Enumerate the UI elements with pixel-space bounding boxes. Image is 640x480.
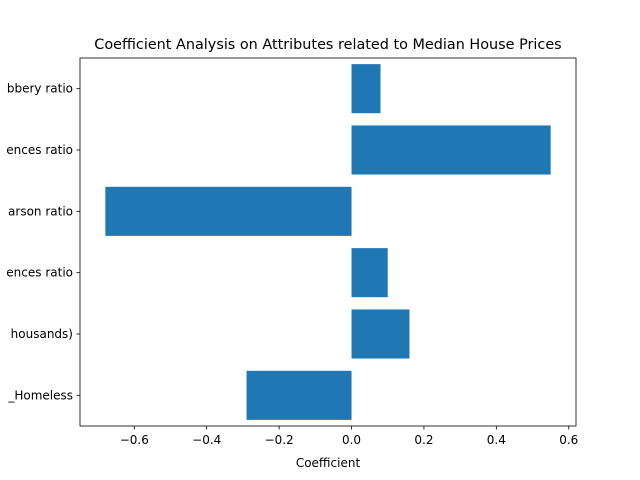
- bar-5: [351, 64, 381, 114]
- y-tick-label: bbery ratio: [7, 82, 73, 96]
- y-tick-label: ences ratio: [6, 143, 73, 157]
- x-tick-label: 0.6: [559, 433, 578, 447]
- bars-group: [105, 64, 551, 420]
- bar-0: [246, 370, 352, 420]
- y-tick-label: _Homeless: [7, 388, 73, 402]
- chart-title: Coefficient Analysis on Attributes relat…: [94, 37, 561, 53]
- y-tick-label: arson ratio: [8, 204, 73, 218]
- bar-2: [351, 248, 388, 298]
- x-tick-label: 0.0: [342, 433, 361, 447]
- y-axis-ticks: _Homeless housands) ences ratio arson ratio…: [6, 82, 80, 402]
- x-tick-label: 0.4: [487, 433, 506, 447]
- y-tick-label: ences ratio: [6, 266, 73, 280]
- bar-4: [351, 125, 551, 175]
- x-axis-ticks: −0.6 −0.4 −0.2 0.0 0.2 0.4 0.6: [120, 426, 578, 447]
- x-tick-label: 0.2: [414, 433, 433, 447]
- x-axis-label: Coefficient: [296, 456, 361, 470]
- plot-frame: [79, 57, 577, 427]
- x-tick-label: −0.4: [192, 433, 221, 447]
- x-tick-label: −0.2: [265, 433, 294, 447]
- y-tick-label: housands): [11, 327, 73, 341]
- x-tick-label: −0.6: [120, 433, 149, 447]
- bar-1: [351, 309, 410, 359]
- bar-3: [105, 186, 352, 236]
